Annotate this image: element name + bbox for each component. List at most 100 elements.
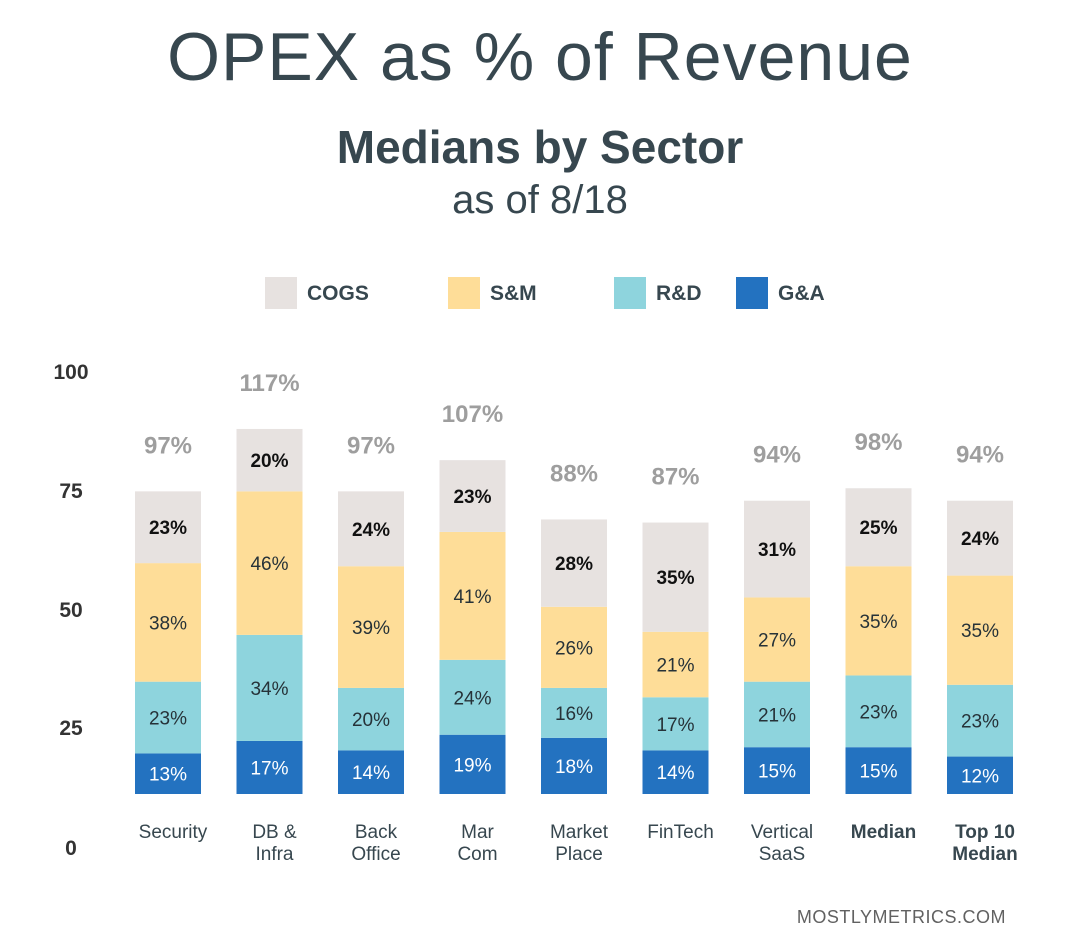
data-label-s-m: 26% <box>555 638 593 659</box>
x-axis: Security DB & Infra Back Office Mar Com Market P… <box>139 822 1018 865</box>
data-label-cogs: 20% <box>250 451 288 472</box>
chart-title: OPEX as % of Revenue <box>167 19 913 95</box>
x-tick-label: Market Place <box>550 822 609 865</box>
legend-swatch-g-a <box>736 277 768 309</box>
bar-segment-r-d <box>541 687 607 738</box>
data-label-cogs: 25% <box>859 518 897 539</box>
data-label-r-d: 16% <box>555 704 593 725</box>
chart-date-subtitle: as of 8/18 <box>452 178 628 222</box>
bar-segment-s-m <box>947 575 1013 685</box>
bar-segment-s-m <box>338 566 404 688</box>
legend-swatch-r-d <box>614 277 646 309</box>
y-tick-label: 75 <box>59 480 83 503</box>
data-label-r-d: 24% <box>453 688 491 709</box>
bar-segment-r-d <box>947 684 1013 757</box>
data-label-cogs: 24% <box>961 529 999 550</box>
data-label-g-a: 17% <box>250 758 288 779</box>
data-label-s-m: 27% <box>758 631 796 652</box>
bar-segment-cogs <box>439 460 506 532</box>
bar-segment-g-a <box>338 750 404 794</box>
bars: 13% 23% 38% 23% 97% 17% 34% 46% 20% 117% 14% 20% 39%… <box>135 370 1013 794</box>
x-tick-label-line: Mar <box>461 822 494 843</box>
total-label: 88% <box>550 460 598 487</box>
data-label-g-a: 12% <box>961 766 999 787</box>
bar-segment-g-a <box>439 734 506 794</box>
legend-label-g-a: G&A <box>778 282 825 305</box>
bar-segment-g-a <box>947 756 1013 794</box>
total-label: 94% <box>956 442 1004 469</box>
bar-segment-g-a <box>845 747 912 794</box>
data-label-cogs: 23% <box>453 487 491 508</box>
total-label: 97% <box>144 432 192 459</box>
bar-segment-g-a <box>642 750 709 794</box>
bar-segment-cogs <box>642 522 709 632</box>
data-label-g-a: 13% <box>149 765 187 786</box>
x-tick-label-line: Median <box>851 822 916 843</box>
x-tick-label: Vertical SaaS <box>751 822 813 865</box>
bar-segment-cogs <box>338 491 404 567</box>
data-label-s-m: 46% <box>250 554 288 575</box>
legend-label-r-d: R&D <box>656 282 702 305</box>
y-tick-label: 25 <box>59 717 83 740</box>
bar-segment-s-m <box>845 566 912 676</box>
bar-segment-g-a <box>541 737 607 794</box>
x-tick-label: Top 10 Median <box>952 822 1017 865</box>
bar-segment-g-a <box>135 753 201 794</box>
bar-segment-cogs <box>236 428 303 492</box>
bar-segment-r-d <box>642 697 709 751</box>
x-tick-label-line: Com <box>457 844 497 865</box>
legend-swatch-s-m <box>448 277 480 309</box>
total-label: 98% <box>854 429 902 456</box>
data-label-cogs: 35% <box>656 568 694 589</box>
data-label-s-m: 35% <box>961 621 999 642</box>
total-label: 97% <box>347 432 395 459</box>
x-tick-label-line: SaaS <box>759 844 805 865</box>
source-footer: MOSTLYMETRICS.COM <box>796 907 1006 927</box>
data-label-r-d: 34% <box>250 679 288 700</box>
data-label-g-a: 15% <box>859 762 897 783</box>
bar-segment-cogs <box>845 488 912 567</box>
data-label-g-a: 19% <box>453 755 491 776</box>
data-label-g-a: 14% <box>656 763 694 784</box>
data-label-r-d: 23% <box>149 709 187 730</box>
bar-segment-cogs <box>744 500 810 598</box>
x-tick-label-line: Place <box>555 844 603 865</box>
x-tick-label-line: Security <box>139 822 208 843</box>
bar-segment-r-d <box>439 659 506 735</box>
data-label-cogs: 24% <box>352 520 390 541</box>
bar-segment-r-d <box>338 687 404 751</box>
data-label-r-d: 23% <box>859 702 897 723</box>
x-tick-label-line: Office <box>351 844 400 865</box>
bar-group: 19% 24% 41% 23% 107% <box>439 401 506 794</box>
x-tick-label: Median <box>851 822 916 843</box>
x-tick-label: Security <box>139 822 208 843</box>
bar-group: 17% 34% 46% 20% 117% <box>236 370 303 794</box>
total-label: 87% <box>651 464 699 491</box>
data-label-cogs: 31% <box>758 540 796 561</box>
bar-segment-r-d <box>744 681 810 748</box>
legend-label-s-m: S&M <box>490 282 537 305</box>
x-tick-label: FinTech <box>647 822 714 843</box>
total-label: 107% <box>442 401 503 428</box>
bar-segment-g-a <box>744 747 810 794</box>
data-label-r-d: 17% <box>656 715 694 736</box>
data-label-s-m: 39% <box>352 618 390 639</box>
data-label-r-d: 20% <box>352 710 390 731</box>
bar-group: 14% 20% 39% 24% 97% <box>338 432 404 794</box>
y-tick-label: 0 <box>65 837 77 860</box>
total-label: 94% <box>753 442 801 469</box>
bar-segment-s-m <box>541 606 607 688</box>
bar-segment-r-d <box>135 681 201 754</box>
bar-segment-r-d <box>236 634 303 741</box>
y-axis: 100 75 50 25 0 <box>53 361 88 860</box>
x-tick-label: Back Office <box>351 822 400 865</box>
bar-segment-s-m <box>236 491 303 635</box>
bar-group: 15% 21% 27% 31% 94% <box>744 442 810 794</box>
bar-segment-g-a <box>236 740 303 794</box>
data-label-s-m: 38% <box>149 613 187 634</box>
y-tick-label: 100 <box>53 361 88 384</box>
total-label: 117% <box>239 370 299 397</box>
legend-swatch-cogs <box>265 277 297 309</box>
bar-segment-cogs <box>541 519 607 607</box>
